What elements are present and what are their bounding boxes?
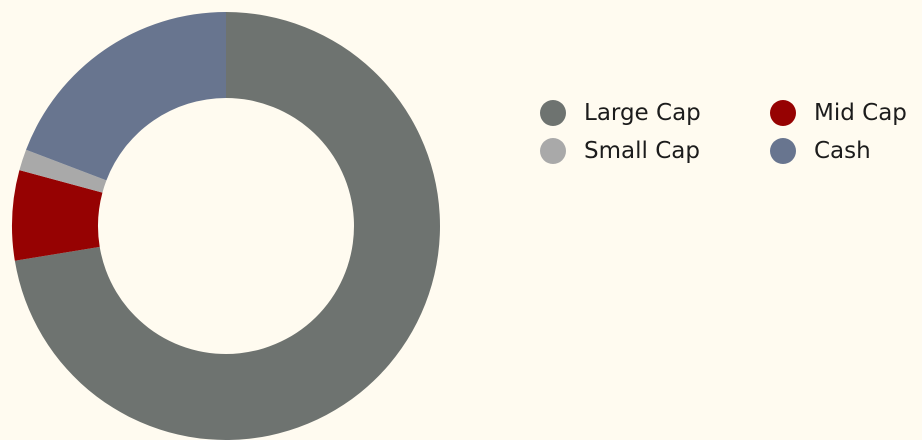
legend-label: Mid Cap <box>814 100 907 126</box>
slice-cash <box>26 12 227 181</box>
legend-item-small-cap: Small Cap <box>540 136 770 166</box>
legend-swatch-icon <box>770 100 796 126</box>
legend-swatch-icon <box>770 138 796 164</box>
legend-item-cash: Cash <box>770 136 920 166</box>
legend-label: Cash <box>814 138 871 164</box>
slice-mid-cap <box>11 170 103 261</box>
legend: Large Cap Mid Cap Small Cap Cash <box>540 98 920 166</box>
legend-swatch-icon <box>540 138 566 164</box>
slice-small-cap <box>19 149 107 193</box>
legend-label: Large Cap <box>584 100 701 126</box>
legend-label: Small Cap <box>584 138 700 164</box>
legend-item-large-cap: Large Cap <box>540 98 770 128</box>
slice-large-cap <box>14 12 440 440</box>
legend-item-mid-cap: Mid Cap <box>770 98 920 128</box>
legend-swatch-icon <box>540 100 566 126</box>
donut-plot <box>11 12 440 440</box>
